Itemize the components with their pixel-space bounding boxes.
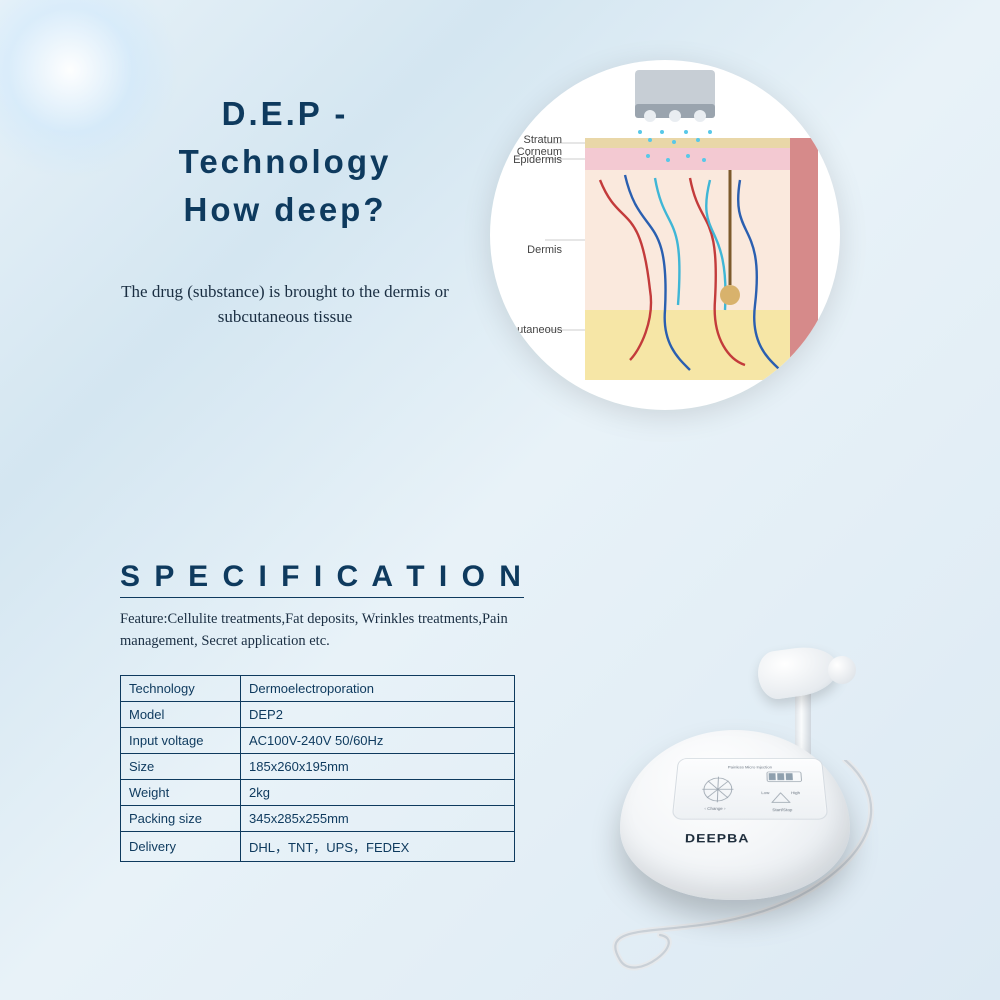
skin-diagram: Stratum CorneumEpidermisDermisSubcutaneo… bbox=[490, 60, 840, 410]
spec-title: S P E C I F I C A T I O N bbox=[120, 560, 524, 598]
skin-layer-label: Dermis bbox=[492, 244, 562, 256]
spec-key: Weight bbox=[121, 779, 241, 805]
device-illustration: Painless Micro Injection ‹ Change › Low H… bbox=[560, 620, 920, 960]
hero-subtitle: The drug (substance) is brought to the d… bbox=[120, 279, 450, 330]
spec-value: DHL，TNT，UPS，FEDEX bbox=[241, 831, 515, 861]
hero-line2: Technology bbox=[179, 143, 392, 180]
spec-key: Packing size bbox=[121, 805, 241, 831]
svg-text:‹ Change ›: ‹ Change › bbox=[704, 806, 726, 811]
hero-block: D.E.P - Technology How deep? The drug (s… bbox=[120, 90, 450, 330]
spec-key: Size bbox=[121, 753, 241, 779]
spec-value: 2kg bbox=[241, 779, 515, 805]
device-panel: Painless Micro Injection ‹ Change › Low H… bbox=[672, 758, 829, 820]
spec-value: DEP2 bbox=[241, 701, 515, 727]
skin-layer-label: Subcutaneous bbox=[492, 324, 562, 336]
spec-table: TechnologyDermoelectroporationModelDEP2I… bbox=[120, 675, 515, 862]
spec-table-body: TechnologyDermoelectroporationModelDEP2I… bbox=[121, 675, 515, 861]
table-row: ModelDEP2 bbox=[121, 701, 515, 727]
spec-key: Delivery bbox=[121, 831, 241, 861]
table-row: Packing size345x285x255mm bbox=[121, 805, 515, 831]
svg-text:Painless Micro Injection: Painless Micro Injection bbox=[728, 765, 772, 769]
svg-text:Start/Stop: Start/Stop bbox=[772, 807, 792, 812]
hero-line3: How deep? bbox=[183, 191, 386, 228]
skin-layer-label: Epidermis bbox=[492, 154, 562, 166]
hero-line1: D.E.P - bbox=[222, 95, 349, 132]
hero-title: D.E.P - Technology How deep? bbox=[120, 90, 450, 234]
spec-key: Technology bbox=[121, 675, 241, 701]
spec-value: 185x260x195mm bbox=[241, 753, 515, 779]
spec-value: Dermoelectroporation bbox=[241, 675, 515, 701]
spec-key: Model bbox=[121, 701, 241, 727]
device-brand: DEEPBA bbox=[685, 831, 750, 845]
svg-text:High: High bbox=[791, 791, 800, 796]
spec-value: AC100V-240V 50/60Hz bbox=[241, 727, 515, 753]
skin-diagram-svg bbox=[490, 60, 840, 410]
table-row: Weight2kg bbox=[121, 779, 515, 805]
spec-feature: Feature:Cellulite treatments,Fat deposit… bbox=[120, 608, 570, 653]
svg-text:Low: Low bbox=[761, 791, 769, 796]
spec-value: 345x285x255mm bbox=[241, 805, 515, 831]
table-row: TechnologyDermoelectroporation bbox=[121, 675, 515, 701]
table-row: Input voltageAC100V-240V 50/60Hz bbox=[121, 727, 515, 753]
table-row: DeliveryDHL，TNT，UPS，FEDEX bbox=[121, 831, 515, 861]
spec-section: S P E C I F I C A T I O N Feature:Cellul… bbox=[120, 560, 570, 862]
spec-key: Input voltage bbox=[121, 727, 241, 753]
table-row: Size185x260x195mm bbox=[121, 753, 515, 779]
